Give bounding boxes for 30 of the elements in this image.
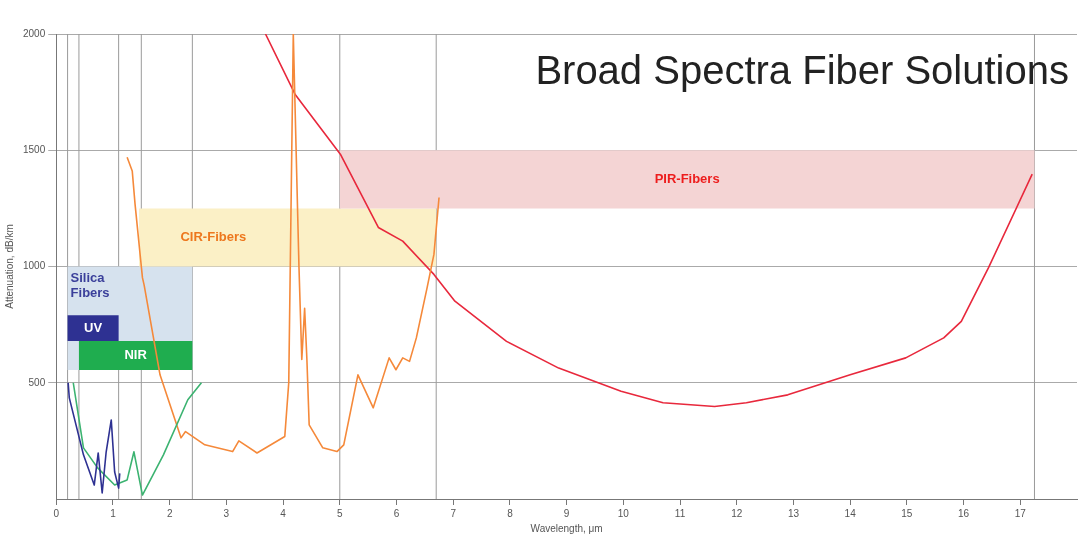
band-label: NIR <box>124 347 148 363</box>
y-tick-label: 1000 <box>23 260 46 272</box>
x-tick-label: 13 <box>787 507 800 519</box>
band-label: CIR-Fibers <box>180 229 247 245</box>
band-label: PIR-Fibers <box>654 170 720 186</box>
chart-title: Broad Spectra Fiber Solutions <box>535 48 1069 93</box>
band-label: UV <box>84 319 103 335</box>
x-tick-label: 5 <box>337 507 344 519</box>
y-tick-label: 1500 <box>23 144 46 155</box>
x-axis-title: Wavelength, μm <box>530 522 603 534</box>
x-tick-label: 4 <box>280 507 287 519</box>
y-tick-label: 2000 <box>23 27 46 39</box>
x-tick-label: 6 <box>393 507 400 519</box>
band-label: Silica Fibers <box>70 269 110 300</box>
x-tick-label: 11 <box>674 507 686 519</box>
x-tick-label: 12 <box>731 507 743 519</box>
x-tick-label: 3 <box>223 507 230 519</box>
x-tick-label: 14 <box>844 507 857 519</box>
x-tick-label: 8 <box>507 507 514 519</box>
x-tick-label: 17 <box>1014 507 1027 519</box>
x-tick-label: 1 <box>110 507 117 519</box>
y-axis-title: Attenuation, dB/km <box>3 224 15 309</box>
x-tick-label: 15 <box>901 507 913 519</box>
x-tick-label: 7 <box>450 507 457 519</box>
x-tick-label: 0 <box>53 507 60 519</box>
x-tick-label: 16 <box>958 507 970 519</box>
y-tick-label: 500 <box>28 376 46 388</box>
x-tick-label: 9 <box>563 507 570 519</box>
x-tick-label: 10 <box>617 507 630 519</box>
x-tick-label: 2 <box>166 507 173 519</box>
